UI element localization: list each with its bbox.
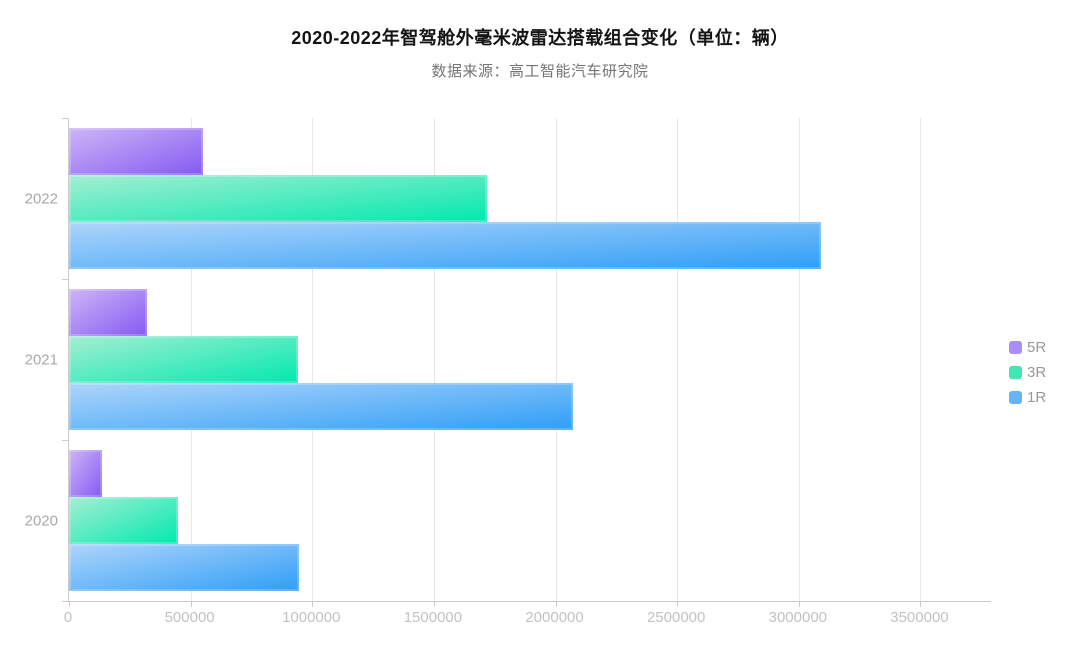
bar-5R-2021[interactable] [69,289,147,336]
category-label: 2021 [24,351,58,368]
x-tick-label: 500000 [164,609,215,626]
legend-item-3R[interactable]: 3R [1009,364,1046,381]
gridline [798,118,800,601]
category-label: 2020 [24,512,58,529]
bar-5R-2020[interactable] [69,450,102,497]
legend-swatch-1R [1009,391,1022,404]
legend-label: 1R [1027,389,1047,406]
y-axis-tick [62,440,69,441]
x-axis-tick [798,601,800,607]
gridline [312,118,314,601]
x-tick-label: 3500000 [890,609,949,626]
x-axis-tick [433,601,435,607]
y-axis-tick [62,118,69,119]
plot-area [62,118,991,607]
y-axis-tick [62,279,69,280]
x-axis-tick [190,601,192,607]
legend-swatch-3R [1009,366,1022,379]
x-axis-tick [920,601,922,607]
x-tick-label: 3000000 [768,609,828,626]
legend-label: 3R [1027,364,1047,381]
category-label: 2022 [24,190,58,207]
x-tick-label: 1500000 [403,609,463,626]
x-axis-tick [555,601,557,607]
bar-3R-2020[interactable] [69,497,179,544]
bar-3R-2022[interactable] [69,175,488,222]
x-axis-tick [312,601,314,607]
x-tick-label: 2000000 [525,609,584,626]
x-axis-tick [677,601,679,607]
bar-1R-2020[interactable] [69,544,299,591]
chart-title: 2020-2022年智驾舱外毫米波雷达搭载组合变化（单位：辆） [291,28,789,48]
gridline [920,118,922,601]
x-axis-tick [69,601,70,607]
legend-swatch-5R [1009,341,1022,354]
chart-subtitle: 数据来源：高工智能汽车研究院 [431,63,649,80]
legend-item-5R[interactable]: 5R [1009,339,1046,356]
bar-1R-2021[interactable] [69,383,573,430]
gridline [433,118,435,601]
gridline [555,118,557,601]
legend-item-1R[interactable]: 1R [1009,389,1046,406]
x-tick-label: 2500000 [646,609,706,626]
bar-5R-2022[interactable] [69,128,203,175]
x-tick-label: 0 [63,609,73,626]
x-tick-label: 1000000 [282,609,341,626]
y-axis-tick [62,601,69,602]
bar-3R-2021[interactable] [69,336,298,383]
gridline [677,118,679,601]
legend: 5R 3R 1R [1009,339,1046,414]
legend-label: 5R [1027,339,1047,356]
bar-1R-2022[interactable] [69,222,821,269]
